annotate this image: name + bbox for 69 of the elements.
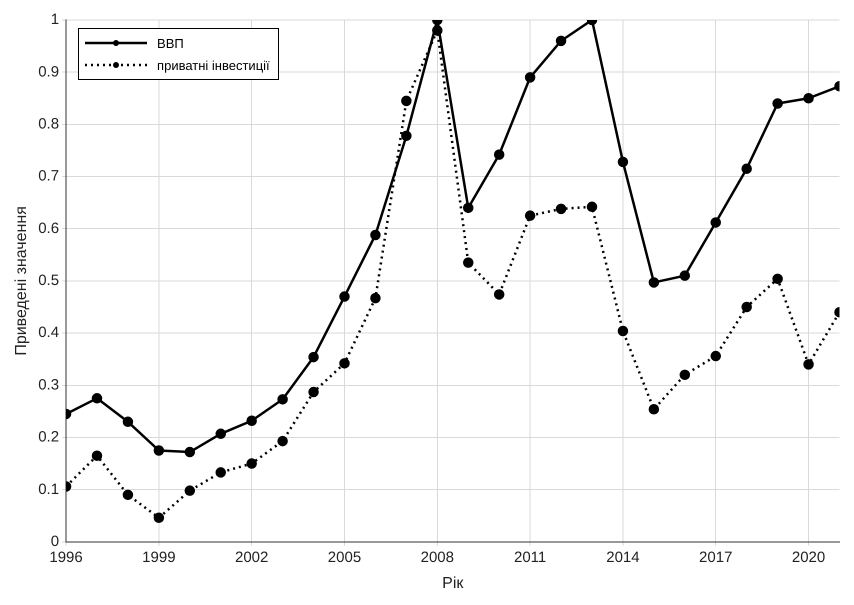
legend-label: ВВП bbox=[157, 36, 184, 50]
point bbox=[215, 428, 226, 440]
point bbox=[556, 36, 566, 46]
point bbox=[494, 289, 504, 300]
point bbox=[154, 512, 164, 524]
point bbox=[648, 404, 660, 415]
point bbox=[648, 277, 660, 288]
x-tick-label: 2020 bbox=[792, 548, 826, 566]
point bbox=[184, 485, 196, 496]
point bbox=[154, 445, 164, 456]
point bbox=[92, 393, 102, 404]
y-tick-label: 0.7 bbox=[38, 168, 60, 185]
point bbox=[618, 326, 628, 336]
point bbox=[710, 350, 721, 362]
y-tick-label: 0 bbox=[50, 532, 60, 550]
point bbox=[184, 446, 196, 458]
point bbox=[556, 204, 566, 214]
point bbox=[339, 291, 350, 302]
legend-label: приватні інвестиції bbox=[157, 58, 270, 72]
point bbox=[524, 210, 536, 221]
point bbox=[92, 450, 102, 461]
point bbox=[803, 359, 814, 370]
x-axis-title: Рік bbox=[442, 574, 464, 592]
y-tick-label: 1 bbox=[50, 11, 60, 28]
point bbox=[618, 156, 628, 168]
point bbox=[803, 93, 814, 104]
point bbox=[680, 370, 690, 380]
y-axis-title: Приведені значення bbox=[13, 206, 30, 356]
x-tick-label: 2002 bbox=[234, 548, 268, 566]
x-tick-label: 2011 bbox=[514, 548, 546, 566]
point bbox=[277, 436, 288, 446]
point bbox=[772, 98, 783, 109]
point bbox=[122, 490, 134, 500]
point bbox=[494, 149, 504, 160]
point bbox=[246, 415, 257, 426]
point bbox=[741, 302, 752, 312]
x-tick-label: 2005 bbox=[328, 548, 362, 566]
point bbox=[277, 394, 288, 405]
point bbox=[462, 257, 474, 268]
point bbox=[215, 467, 226, 478]
point bbox=[772, 274, 783, 284]
point bbox=[370, 230, 381, 240]
y-tick-label: 0.1 bbox=[38, 480, 60, 498]
y-tick-label: 0.5 bbox=[38, 272, 60, 290]
y-tick-label: 0.3 bbox=[38, 376, 60, 394]
point bbox=[741, 163, 752, 174]
y-tick-label: 0.4 bbox=[38, 324, 60, 342]
x-tick-label: 2017 bbox=[699, 548, 732, 566]
x-tick-label: 1996 bbox=[49, 548, 83, 566]
point bbox=[586, 202, 598, 212]
point bbox=[710, 217, 721, 228]
point bbox=[401, 130, 412, 142]
point bbox=[524, 72, 536, 83]
y-tick-label: 0.8 bbox=[38, 116, 60, 132]
y-tick-label: 0.6 bbox=[38, 220, 60, 237]
x-tick-label: 2008 bbox=[420, 548, 454, 566]
point bbox=[308, 352, 319, 362]
point bbox=[122, 416, 134, 428]
x-tick-label: 1999 bbox=[142, 548, 176, 566]
x-tick-label: 2014 bbox=[606, 548, 640, 566]
point bbox=[308, 386, 319, 398]
y-tick-label: 0.2 bbox=[38, 428, 60, 446]
point bbox=[246, 458, 257, 469]
point bbox=[462, 202, 474, 214]
y-tick-label: 0.9 bbox=[38, 63, 60, 80]
point bbox=[339, 358, 350, 369]
point bbox=[370, 292, 381, 304]
point bbox=[401, 96, 412, 106]
point bbox=[680, 270, 690, 281]
